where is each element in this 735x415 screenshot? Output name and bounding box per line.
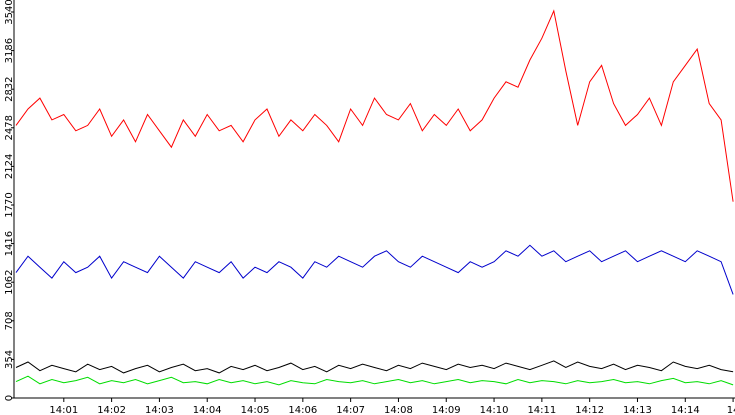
x-tick-label: 14:01 (49, 405, 78, 415)
x-tick-label: 14:08 (384, 405, 413, 415)
y-tick-label: 2478 (4, 115, 15, 140)
x-tick-label: 14 (727, 405, 735, 415)
y-tick-label: 3540 (4, 0, 15, 25)
x-tick-label: 14:05 (241, 405, 270, 415)
x-tick-label: 14:07 (336, 405, 365, 415)
y-tick-label: 708 (4, 311, 15, 330)
x-tick-label: 14:13 (623, 405, 652, 415)
x-tick-label: 14:06 (288, 405, 317, 415)
x-tick-label: 14:09 (432, 405, 461, 415)
x-tick-label: 14:11 (527, 405, 556, 415)
x-tick-label: 14:04 (193, 405, 222, 415)
y-tick-label: 0 (4, 395, 15, 401)
y-tick-label: 3186 (4, 38, 15, 63)
x-tick-label: 14:02 (97, 405, 126, 415)
series-line (15, 360, 734, 374)
y-tick-label: 2124 (4, 154, 15, 179)
y-tick-label: 354 (4, 350, 15, 369)
x-tick-label: 14:14 (671, 405, 700, 415)
series-line (15, 244, 734, 295)
y-tick-label: 1770 (4, 192, 15, 217)
y-tick-label: 1416 (4, 231, 15, 256)
y-tick-label: 2832 (4, 76, 15, 101)
x-tick-label: 14:12 (575, 405, 604, 415)
series-line (15, 375, 734, 386)
y-tick-label: 1062 (4, 269, 15, 294)
x-tick-label: 14:03 (145, 405, 174, 415)
series-line (15, 9, 734, 202)
x-tick-label: 14:10 (480, 405, 509, 415)
